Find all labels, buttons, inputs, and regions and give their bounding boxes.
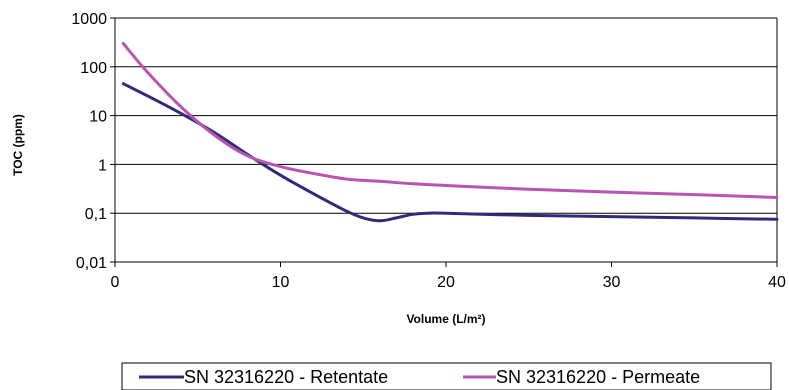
grid-lines: [115, 17, 777, 263]
y-tick-label-5: 1000: [71, 11, 107, 28]
y-axis-title: TOC (ppm): [11, 114, 25, 176]
x-axis-title: Volume (L/m²): [406, 312, 485, 326]
x-tick-labels: 0 10 20 30 40: [111, 262, 786, 291]
y-tick-label-0: 0,01: [76, 255, 107, 272]
x-tick-label-4: 40: [768, 274, 786, 291]
legend: SN 32316220 - Retentate SN 32316220 - Pe…: [121, 362, 772, 390]
series-lines: [121, 42, 779, 223]
series-line-permeate: [121, 42, 779, 199]
x-tick-label-1: 10: [272, 274, 290, 291]
y-tick-label-4: 100: [80, 60, 107, 77]
x-tick-label-0: 0: [111, 274, 120, 291]
axes: [114, 18, 778, 263]
y-tick-labels: 0,01 0,1 1 10 100 1000: [71, 11, 115, 272]
x-tick-label-2: 20: [437, 274, 455, 291]
legend-label-permeate: SN 32316220 - Permeate: [496, 367, 700, 387]
legend-label-retentate: SN 32316220 - Retentate: [184, 367, 388, 387]
y-tick-label-1: 0,1: [85, 206, 107, 223]
series-line-retentate: [121, 82, 779, 223]
y-tick-label-3: 10: [89, 109, 107, 126]
x-tick-label-3: 30: [603, 274, 621, 291]
legend-box: [121, 362, 772, 390]
y-tick-label-2: 1: [98, 157, 107, 174]
